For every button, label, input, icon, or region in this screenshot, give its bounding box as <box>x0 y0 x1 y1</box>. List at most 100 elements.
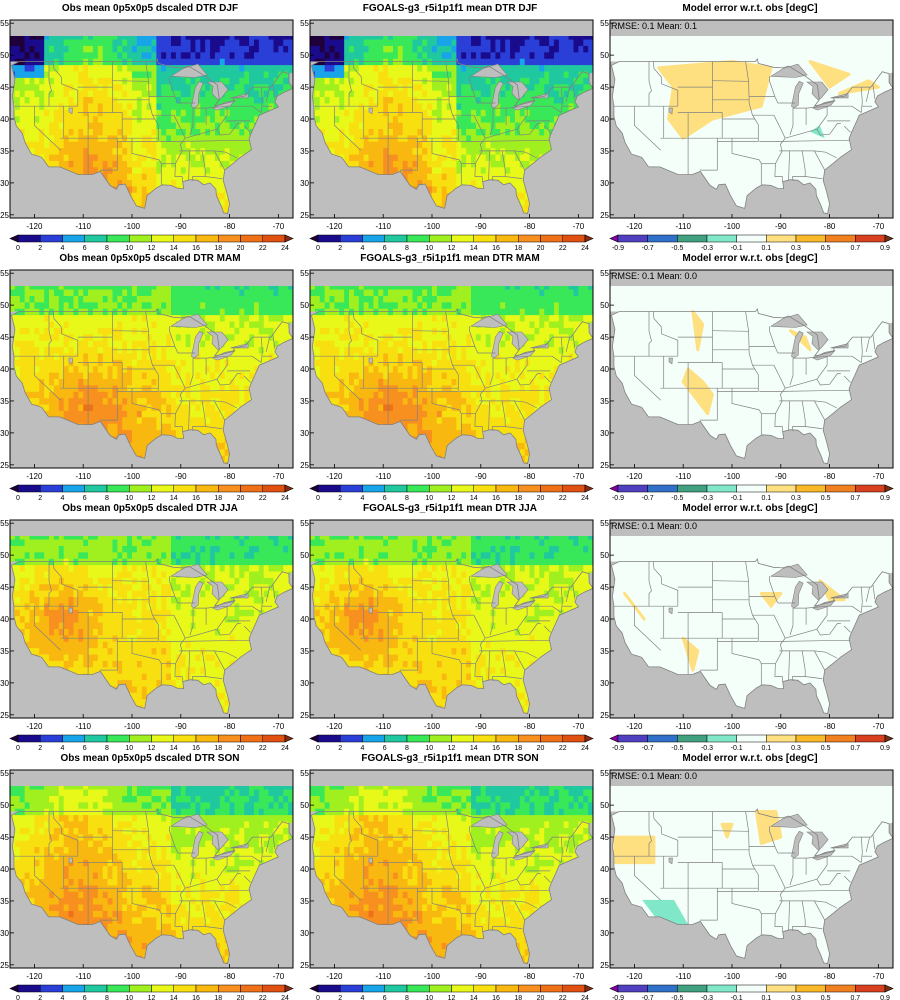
lat-tick-label: 25 <box>300 961 309 970</box>
lat-tick-label: 35 <box>300 397 309 406</box>
colorbar-segment <box>617 484 648 493</box>
colorbar-segment <box>84 984 108 993</box>
lat-tick-label: 50 <box>300 301 309 310</box>
colorbar-high-arrow <box>884 734 894 743</box>
colorbar-segment <box>218 734 241 743</box>
colorbar-segment <box>129 984 152 993</box>
colorbar-high-arrow <box>884 984 894 993</box>
colorbar-label: 14 <box>470 495 478 500</box>
colorbar-segment <box>40 984 63 993</box>
colorbar-label: 20 <box>237 495 245 500</box>
colorbar-label: 4 <box>61 495 65 500</box>
colorbar-label: 16 <box>492 495 500 500</box>
lat-tick-label: 25 <box>600 961 609 970</box>
colorbar-segment <box>151 484 174 493</box>
colorbar-segment <box>518 734 541 743</box>
colorbar-segment <box>17 984 41 993</box>
lon-tick-label: -120 <box>26 222 43 231</box>
lat-tick-label: 25 <box>0 711 9 720</box>
colorbar-label: 2 <box>38 745 42 750</box>
colorbar-label: 2 <box>38 245 42 250</box>
lat-tick-label: 50 <box>0 301 9 310</box>
colorbar-segment <box>317 484 341 493</box>
colorbar-label: 0 <box>316 745 320 750</box>
lat-tick-label: 40 <box>0 615 9 624</box>
lake-shape <box>506 831 529 851</box>
colorbar-label: 14 <box>170 995 178 1000</box>
colorbar-label: 10 <box>125 745 133 750</box>
lake-shape <box>668 107 673 115</box>
colorbar-label: 14 <box>470 745 478 750</box>
colorbar-segment <box>736 234 767 243</box>
colorbar-label: 0.7 <box>850 245 860 250</box>
panel-title: Model error w.r.t. obs [degC] <box>682 753 818 764</box>
lake-shape <box>806 581 829 601</box>
colorbar-label: 4 <box>361 745 365 750</box>
lon-tick-label: -100 <box>124 472 141 481</box>
map-svg: -120 -110 -100 -90 -80 -70 55 50 45 40 35 30 25 RMSE:… <box>600 769 894 1000</box>
lat-tick-label: 55 <box>0 769 9 778</box>
colorbar-label: 4 <box>361 495 365 500</box>
error-colorbar: -0.9 -0.7 -0.5 -0.3 -0.1 0.1 0.3 0.5 0.7 0.9 <box>609 234 894 250</box>
colorbar-label: 20 <box>237 245 245 250</box>
colorbar-segment <box>262 984 286 993</box>
panel-title: Obs mean 0p5x0p5 dscaled DTR DJF <box>61 3 239 14</box>
colorbar-label: 22 <box>559 745 567 750</box>
colorbar-segment <box>218 484 241 493</box>
state-boundaries <box>313 811 576 935</box>
lon-tick-label: -80 <box>524 472 536 481</box>
state-boundaries <box>13 61 276 185</box>
colorbar-segment <box>766 984 797 993</box>
colorbar-segment <box>647 234 678 243</box>
colorbar-segment <box>540 484 563 493</box>
colorbar-segment <box>84 234 108 243</box>
lon-tick-label: -90 <box>775 722 787 731</box>
lake-shape <box>806 331 829 351</box>
obs-map-panel-son: Obs mean 0p5x0p5 dscaled DTR SON -120 -110… <box>0 750 300 1000</box>
colorbar-low-arrow <box>309 984 319 993</box>
colorbar-high-arrow <box>584 734 594 743</box>
lat-tick-label: 45 <box>600 583 609 592</box>
lat-tick-label: 50 <box>600 51 609 60</box>
colorbar-label: 0.9 <box>880 995 890 1000</box>
lat-tick-label: 45 <box>0 833 9 842</box>
obs-map-panel-mam: Obs mean 0p5x0p5 dscaled DTR MAM -120 -110… <box>0 250 300 500</box>
lon-tick-label: -70 <box>873 222 885 231</box>
colorbar-segment <box>518 234 541 243</box>
colorbar-segment <box>825 234 856 243</box>
lake-shape <box>770 813 808 828</box>
lake-shape <box>491 830 504 859</box>
colorbar-low-arrow <box>9 484 19 493</box>
lon-tick-label: -90 <box>475 722 487 731</box>
colorbar-segment <box>647 484 678 493</box>
colorbar-label: 6 <box>383 245 387 250</box>
colorbar-label: 20 <box>537 495 545 500</box>
colorbar-segment <box>62 484 85 493</box>
lat-tick-label: 35 <box>600 147 609 156</box>
colorbar-label: 4 <box>361 245 365 250</box>
colorbar-label: 0 <box>16 495 20 500</box>
lon-tick-label: -70 <box>573 222 585 231</box>
colorbar-label: 24 <box>581 245 589 250</box>
colorbar-segment <box>62 234 85 243</box>
state-boundaries <box>313 61 576 185</box>
lake-shape <box>491 80 504 109</box>
colorbar-label: 10 <box>125 245 133 250</box>
lon-tick-label: -90 <box>175 472 187 481</box>
lon-tick-label: -70 <box>273 222 285 231</box>
colorbar-label: -0.9 <box>612 245 624 250</box>
lake-shape <box>470 563 508 578</box>
colorbar-segment <box>825 984 856 993</box>
lat-tick-label: 30 <box>600 929 609 938</box>
colorbar-label: 10 <box>125 495 133 500</box>
lat-tick-label: 30 <box>0 429 9 438</box>
colorbar-label: 8 <box>405 245 409 250</box>
colorbar-high-arrow <box>584 484 594 493</box>
colorbar-label: 0.9 <box>880 495 890 500</box>
lake-shape <box>770 63 808 78</box>
dtr-colorbar: 0 2 4 6 8 10 12 14 16 18 20 22 24 <box>309 734 594 750</box>
lon-tick-label: -110 <box>675 722 691 731</box>
lon-tick-label: -80 <box>224 972 236 981</box>
